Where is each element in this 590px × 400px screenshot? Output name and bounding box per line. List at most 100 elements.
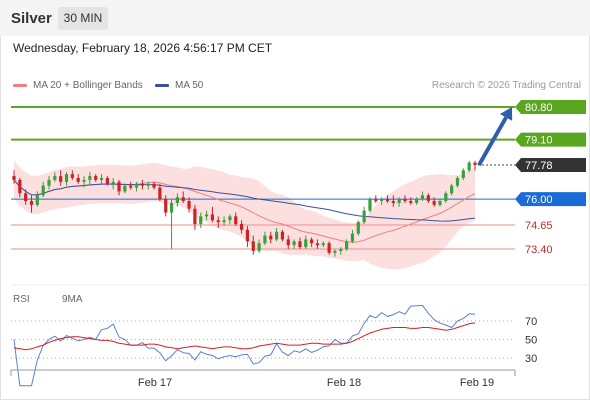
candle: [380, 197, 384, 205]
resistance-2-tag: 80.80: [515, 100, 586, 114]
candle-body: [175, 197, 179, 203]
candle: [420, 191, 425, 202]
candle-body: [432, 201, 436, 205]
candle-body: [333, 250, 337, 253]
ma20-swatch: [13, 83, 27, 87]
candle-body: [47, 179, 51, 186]
timeframe-badge[interactable]: 30 MIN: [58, 7, 108, 30]
pivot-tag: 76.00: [515, 192, 586, 207]
rsi-ma-line: [13, 322, 476, 351]
candle: [64, 172, 69, 186]
candle: [274, 227, 279, 242]
candle-body: [461, 170, 465, 178]
candle: [409, 197, 413, 205]
candle: [169, 199, 174, 249]
forecast-arrow-head: [499, 107, 513, 121]
support-2-label: 73.40: [525, 244, 553, 256]
resistance-2-label: 80.80: [525, 102, 553, 114]
candle: [450, 183, 454, 196]
candle-body: [216, 220, 220, 223]
candle: [59, 170, 63, 186]
candle-body: [152, 183, 156, 188]
candle: [315, 239, 320, 249]
candle-body: [397, 199, 401, 203]
rsi-tick-label: 30: [525, 353, 537, 365]
candle: [24, 189, 28, 205]
candle: [53, 172, 57, 182]
candle-body: [420, 195, 425, 200]
candle-body: [368, 199, 372, 211]
candle-body: [164, 199, 168, 213]
candle-body: [193, 208, 197, 225]
candle-body: [426, 195, 430, 202]
ma20-label: MA 20 + Bollinger Bands: [33, 80, 143, 91]
ma50-line: [13, 179, 476, 222]
resistance-1-tag-bg: [515, 132, 586, 147]
candle-body: [204, 214, 209, 217]
candle: [403, 195, 407, 203]
candle-body: [310, 239, 314, 244]
current-label: 77.78: [525, 160, 553, 172]
candle-body: [274, 231, 279, 240]
candle: [269, 231, 273, 244]
candle: [228, 214, 232, 225]
candle-body: [391, 201, 395, 203]
candle: [193, 204, 197, 230]
rsi-tick-label: 50: [525, 335, 537, 347]
candle: [164, 195, 168, 217]
support-1-label: 74.65: [525, 220, 553, 232]
candle-body: [123, 185, 127, 192]
candle: [216, 216, 220, 228]
candle-body: [134, 183, 139, 188]
candle: [397, 197, 401, 207]
candle-body: [29, 201, 34, 205]
candle-body: [385, 199, 390, 202]
candle: [444, 191, 448, 203]
candle: [321, 241, 325, 248]
candle-body: [245, 229, 250, 242]
instrument-title: Silver: [11, 10, 52, 27]
chart-timestamp: Wednesday, February 18, 2026 4:56:17 PM …: [13, 41, 273, 55]
candle-body: [339, 249, 343, 251]
candle: [304, 235, 308, 249]
resistance-2-tag-bg: [515, 100, 586, 114]
candle: [158, 183, 162, 202]
candle-body: [362, 210, 366, 223]
candle-body: [350, 233, 355, 242]
candle: [210, 206, 215, 223]
candle: [333, 249, 337, 257]
candle: [251, 235, 255, 255]
rsi-line: [13, 304, 476, 387]
candle-body: [94, 176, 98, 180]
candle-body: [321, 243, 325, 246]
candle: [339, 247, 343, 255]
candle: [473, 160, 477, 171]
candle: [18, 178, 22, 198]
candle: [181, 191, 185, 203]
candle: [88, 172, 92, 186]
candle: [70, 170, 74, 180]
forecast-arrow-shaft: [477, 116, 508, 166]
candle-body: [251, 241, 255, 251]
candle-body: [105, 178, 109, 184]
candle-body: [222, 220, 226, 223]
candle-body: [239, 224, 244, 230]
legend-item-ma50: MA 50: [155, 80, 203, 91]
candle: [175, 193, 179, 207]
candle-body: [169, 202, 174, 213]
candle: [263, 231, 267, 246]
candle: [385, 195, 390, 203]
candle: [455, 176, 460, 188]
candle-body: [269, 235, 273, 240]
candle-body: [298, 241, 302, 248]
candle: [438, 199, 442, 207]
candle-body: [70, 174, 74, 178]
x-tick-label: Feb 18: [327, 377, 361, 389]
candle: [140, 179, 144, 190]
candle-body: [199, 216, 203, 225]
candle: [345, 239, 349, 251]
candle-body: [181, 197, 185, 202]
candle: [426, 193, 430, 203]
candle: [111, 178, 115, 190]
candle: [286, 235, 290, 249]
